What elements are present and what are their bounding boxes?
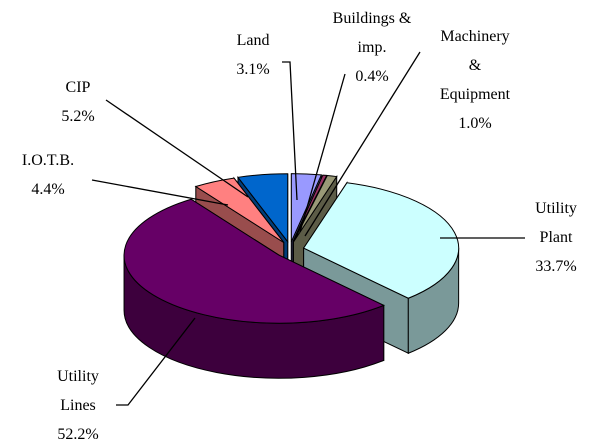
value-label: 1.0% <box>458 115 492 132</box>
leader-line <box>282 61 298 201</box>
leader-line <box>304 51 421 237</box>
slice-label: CIP 5.2% <box>48 73 108 131</box>
value-label: 5.2% <box>61 108 95 125</box>
leader-line <box>105 99 249 198</box>
category-label: Land <box>236 32 270 49</box>
slice-label: I.O.T.B. 4.4% <box>8 146 88 204</box>
value-label: 0.4% <box>355 68 389 85</box>
slice-label: Land 3.1% <box>223 26 283 84</box>
slice <box>123 198 385 324</box>
category-label: Utility Plant <box>535 200 577 246</box>
slice-label: Utility Plant 33.7% <box>527 194 585 281</box>
slice-label: Buildings & imp. 0.4% <box>326 4 418 91</box>
category-label: Machinery & Equipment <box>439 28 511 103</box>
value-label: 52.2% <box>57 426 99 441</box>
value-label: 33.7% <box>535 258 577 275</box>
slice-label: Utility Lines 52.2% <box>49 362 107 441</box>
category-label: I.O.T.B. <box>21 152 75 169</box>
slice <box>302 182 460 299</box>
leader-line <box>91 179 229 206</box>
value-label: 4.4% <box>31 181 65 198</box>
slice <box>194 177 285 243</box>
leader-line <box>299 73 346 233</box>
leader-line <box>116 317 196 406</box>
category-label: Utility Lines <box>57 368 99 414</box>
value-label: 3.1% <box>236 61 270 78</box>
category-label: CIP <box>65 79 91 96</box>
slice <box>293 174 338 243</box>
slice <box>237 173 289 244</box>
category-label: Buildings & imp. <box>332 10 412 56</box>
slice-label: Machinery & Equipment 1.0% <box>436 22 514 138</box>
